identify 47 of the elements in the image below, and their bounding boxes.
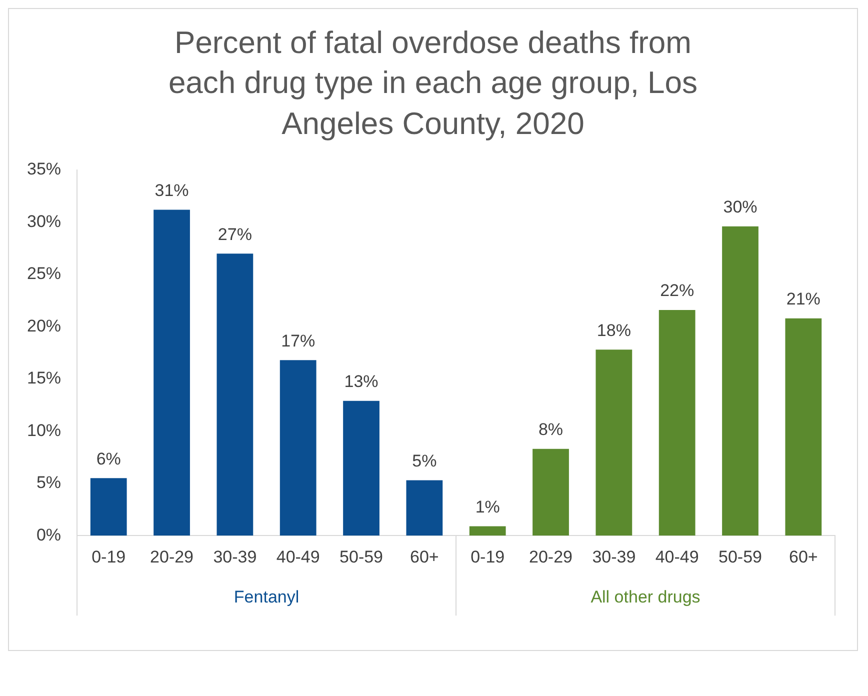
bar xyxy=(343,400,380,536)
data-label: 18% xyxy=(596,320,631,340)
x-tick-label: 20-29 xyxy=(150,547,194,566)
bar xyxy=(406,480,443,536)
x-tick-label: 40-49 xyxy=(655,547,699,566)
bar xyxy=(658,310,696,536)
bar xyxy=(785,318,822,536)
x-tick-label: 50-59 xyxy=(718,547,762,566)
x-tick-label: 0-19 xyxy=(92,547,126,566)
bar xyxy=(154,210,190,536)
x-tick-label: 30-39 xyxy=(213,547,257,566)
data-label: 22% xyxy=(660,281,694,300)
y-tick-label: 25% xyxy=(26,264,62,284)
data-label: 5% xyxy=(412,451,437,470)
x-tick-label: 60+ xyxy=(410,547,439,566)
x-tick-label: 0-19 xyxy=(470,547,505,566)
x-tick-label: 50-59 xyxy=(340,547,384,566)
data-label: 13% xyxy=(344,372,378,391)
bar xyxy=(596,350,632,536)
data-label: 8% xyxy=(538,420,564,439)
bar xyxy=(216,253,254,536)
y-tick-label: 35% xyxy=(26,160,62,179)
y-tick-label: 5% xyxy=(36,472,62,492)
chart-title: Percent of fatal overdose deaths from each drug type in each age group, Los Angeles County, 2020 xyxy=(167,24,699,143)
data-label: 27% xyxy=(218,224,252,244)
y-tick-label: 0% xyxy=(36,525,62,544)
x-tick-label: 30-39 xyxy=(592,547,636,566)
bar xyxy=(532,448,569,536)
data-label: 21% xyxy=(786,289,820,308)
x-tick-label: 20-29 xyxy=(529,547,572,566)
data-label: 1% xyxy=(475,497,500,516)
bar xyxy=(280,360,316,536)
data-label: 31% xyxy=(154,180,189,200)
bar xyxy=(722,226,758,536)
y-tick-label: 10% xyxy=(26,420,62,440)
y-tick-label: 20% xyxy=(26,316,62,336)
bar xyxy=(469,526,506,536)
text: All other drugs xyxy=(590,587,700,606)
bar xyxy=(90,478,127,536)
y-tick-label: 30% xyxy=(26,212,62,231)
data-label: 6% xyxy=(96,449,121,468)
data-label: 30% xyxy=(723,197,758,216)
text: Fentanyl xyxy=(234,587,300,606)
data-label: 17% xyxy=(281,331,316,350)
x-tick-label: 60+ xyxy=(788,547,818,566)
y-tick-label: 15% xyxy=(26,368,62,388)
x-tick-label: 40-49 xyxy=(276,547,320,566)
